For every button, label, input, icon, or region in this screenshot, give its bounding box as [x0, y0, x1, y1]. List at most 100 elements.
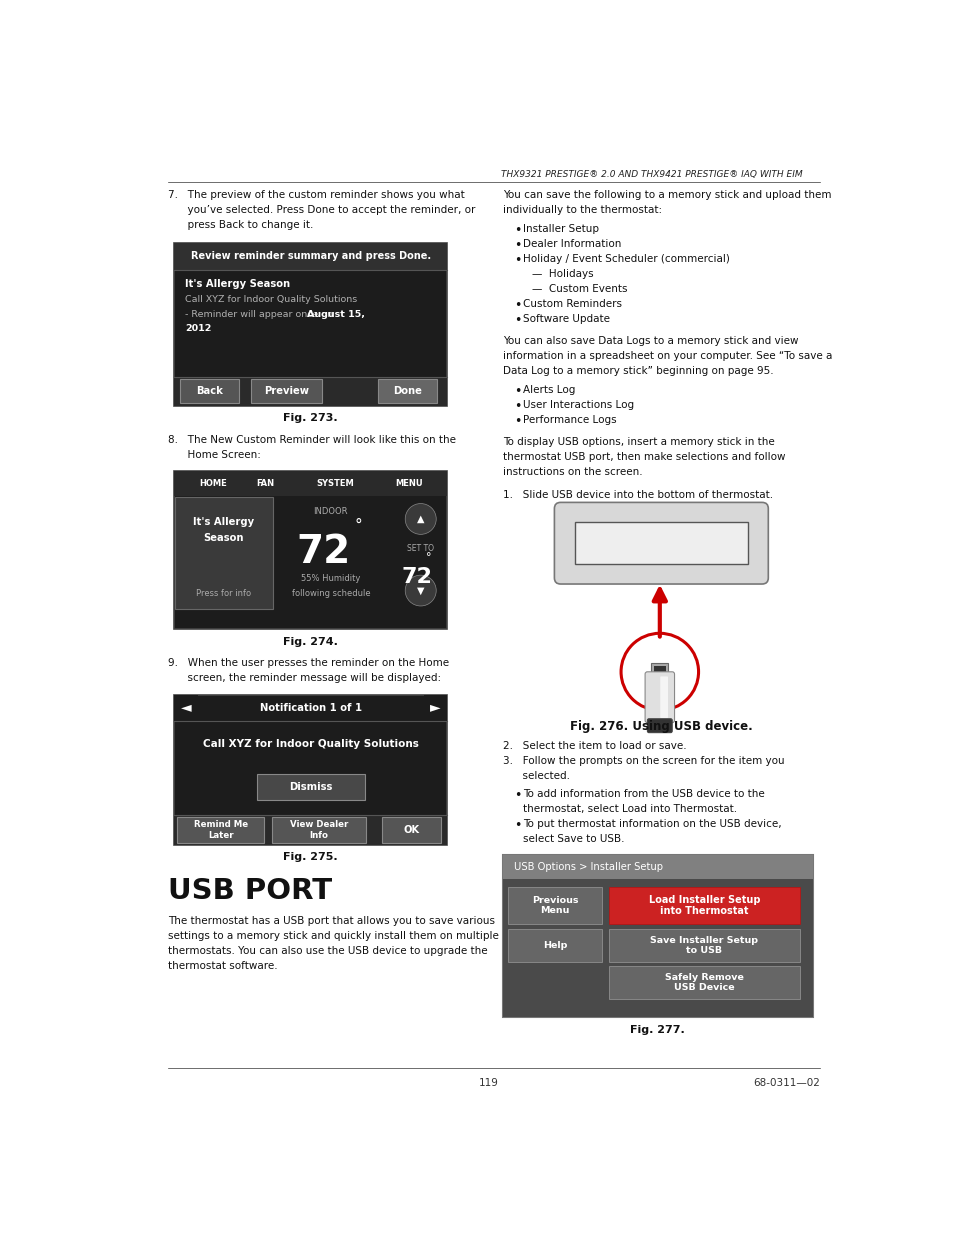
- FancyBboxPatch shape: [608, 887, 799, 924]
- Text: View Dealer
Info: View Dealer Info: [290, 820, 348, 840]
- FancyBboxPatch shape: [174, 472, 447, 496]
- Text: To put thermostat information on the USB device,: To put thermostat information on the USB…: [522, 819, 781, 829]
- Text: Season: Season: [203, 532, 244, 543]
- Text: USB PORT: USB PORT: [168, 877, 332, 905]
- FancyBboxPatch shape: [423, 694, 447, 721]
- Text: thermostat USB port, then make selections and follow: thermostat USB port, then make selection…: [502, 452, 784, 462]
- Text: Call XYZ for Indoor Quality Solutions: Call XYZ for Indoor Quality Solutions: [203, 740, 418, 750]
- Text: press Back to change it.: press Back to change it.: [168, 220, 314, 230]
- Text: 2.   Select the item to load or save.: 2. Select the item to load or save.: [502, 741, 686, 751]
- Text: To add information from the USB device to the: To add information from the USB device t…: [522, 789, 764, 799]
- Text: HOME: HOME: [199, 479, 227, 488]
- Text: individually to the thermostat:: individually to the thermostat:: [502, 205, 661, 215]
- Text: Done: Done: [393, 387, 421, 396]
- FancyBboxPatch shape: [174, 472, 447, 629]
- Text: .: .: [208, 324, 212, 333]
- FancyBboxPatch shape: [608, 966, 799, 999]
- Text: User Interactions Log: User Interactions Log: [522, 400, 634, 410]
- Text: Home Screen:: Home Screen:: [168, 450, 261, 461]
- Text: You can save the following to a memory stick and upload them: You can save the following to a memory s…: [502, 190, 830, 200]
- Text: Holiday / Event Scheduler (commercial): Holiday / Event Scheduler (commercial): [522, 253, 729, 264]
- Text: SET TO: SET TO: [407, 543, 434, 552]
- Text: Call XYZ for Indoor Quality Solutions: Call XYZ for Indoor Quality Solutions: [185, 295, 357, 304]
- Text: Custom Reminders: Custom Reminders: [522, 299, 621, 309]
- Text: Dismiss: Dismiss: [289, 782, 332, 792]
- Text: - Reminder will appear once on: - Reminder will appear once on: [185, 310, 335, 319]
- Text: Fig. 273.: Fig. 273.: [283, 414, 337, 424]
- Text: OK: OK: [403, 825, 419, 835]
- Text: SYSTEM: SYSTEM: [316, 479, 354, 488]
- Text: 9.   When the user presses the reminder on the Home: 9. When the user presses the reminder on…: [168, 658, 449, 668]
- Text: Remind Me
Later: Remind Me Later: [193, 820, 248, 840]
- FancyBboxPatch shape: [177, 816, 264, 844]
- Text: The thermostat has a USB port that allows you to save various: The thermostat has a USB port that allow…: [168, 915, 495, 925]
- Text: you’ve selected. Press Done to accept the reminder, or: you’ve selected. Press Done to accept th…: [168, 205, 475, 215]
- Text: 7.   The preview of the custom reminder shows you what: 7. The preview of the custom reminder sh…: [168, 190, 464, 200]
- Text: selected.: selected.: [502, 771, 569, 781]
- Text: •: •: [513, 224, 520, 237]
- Text: Press for info: Press for info: [196, 589, 252, 598]
- Text: THX9321 PRESTIGE® 2.0 AND THX9421 PRESTIGE® IAQ WITH EIM: THX9321 PRESTIGE® 2.0 AND THX9421 PRESTI…: [500, 169, 801, 179]
- Text: •: •: [513, 314, 520, 327]
- Text: •: •: [513, 789, 520, 803]
- Text: 2012: 2012: [185, 324, 212, 333]
- FancyBboxPatch shape: [502, 878, 812, 1018]
- Text: •: •: [513, 819, 520, 832]
- Text: FAN: FAN: [256, 479, 274, 488]
- Text: ▲: ▲: [416, 514, 424, 524]
- FancyBboxPatch shape: [508, 887, 601, 924]
- FancyBboxPatch shape: [377, 379, 436, 404]
- Text: •: •: [513, 253, 520, 267]
- Text: 1.   Slide USB device into the bottom of thermostat.: 1. Slide USB device into the bottom of t…: [502, 490, 772, 500]
- Text: 8.   The New Custom Reminder will look like this on the: 8. The New Custom Reminder will look lik…: [168, 435, 456, 445]
- Text: ◄: ◄: [180, 700, 191, 715]
- Text: Safely Remove
USB Device: Safely Remove USB Device: [664, 973, 743, 992]
- Text: —  Holidays: — Holidays: [532, 269, 594, 279]
- Text: Previous
Menu: Previous Menu: [532, 895, 578, 915]
- Text: •: •: [513, 384, 520, 398]
- Text: It's Allergy: It's Allergy: [193, 517, 254, 527]
- Text: Preview: Preview: [264, 387, 309, 396]
- Text: Fig. 275.: Fig. 275.: [283, 852, 337, 862]
- Text: Data Log to a memory stick” beginning on page 95.: Data Log to a memory stick” beginning on…: [502, 367, 773, 377]
- Text: Fig. 276. Using USB device.: Fig. 276. Using USB device.: [569, 720, 752, 732]
- Text: 72: 72: [401, 567, 432, 587]
- FancyBboxPatch shape: [272, 816, 366, 844]
- FancyBboxPatch shape: [651, 663, 668, 674]
- FancyBboxPatch shape: [508, 929, 601, 962]
- Text: Fig. 274.: Fig. 274.: [283, 637, 337, 647]
- Circle shape: [405, 576, 436, 606]
- FancyBboxPatch shape: [502, 856, 812, 1018]
- FancyBboxPatch shape: [608, 929, 799, 962]
- FancyBboxPatch shape: [659, 677, 667, 718]
- Text: information in a spreadsheet on your computer. See “To save a: information in a spreadsheet on your com…: [502, 352, 831, 362]
- Text: INDOOR: INDOOR: [314, 506, 348, 516]
- Text: Save Installer Setup
to USB: Save Installer Setup to USB: [650, 936, 758, 955]
- Text: To display USB options, insert a memory stick in the: To display USB options, insert a memory …: [502, 437, 774, 447]
- FancyBboxPatch shape: [554, 503, 767, 584]
- FancyBboxPatch shape: [251, 379, 322, 404]
- FancyBboxPatch shape: [381, 816, 440, 844]
- Text: 119: 119: [478, 1078, 498, 1088]
- Circle shape: [405, 504, 436, 535]
- Text: Review reminder summary and press Done.: Review reminder summary and press Done.: [191, 252, 431, 262]
- Text: 3.   Follow the prompts on the screen for the item you: 3. Follow the prompts on the screen for …: [502, 756, 783, 766]
- Text: Notification 1 of 1: Notification 1 of 1: [259, 703, 361, 713]
- Text: It's Allergy Season: It's Allergy Season: [185, 279, 290, 289]
- FancyBboxPatch shape: [574, 522, 747, 564]
- Text: •: •: [513, 415, 520, 427]
- Text: ►: ►: [430, 700, 440, 715]
- FancyBboxPatch shape: [174, 694, 197, 721]
- Text: Back: Back: [196, 387, 223, 396]
- Text: •: •: [513, 299, 520, 311]
- Text: select Save to USB.: select Save to USB.: [522, 835, 624, 845]
- Text: °: °: [425, 552, 431, 562]
- Text: thermostats. You can also use the USB device to upgrade the: thermostats. You can also use the USB de…: [168, 946, 487, 956]
- Text: Alerts Log: Alerts Log: [522, 384, 575, 395]
- Text: MENU: MENU: [395, 479, 422, 488]
- Text: Help: Help: [542, 941, 567, 950]
- Text: Performance Logs: Performance Logs: [522, 415, 616, 425]
- FancyBboxPatch shape: [180, 379, 239, 404]
- FancyBboxPatch shape: [174, 242, 447, 406]
- Text: thermostat software.: thermostat software.: [168, 961, 277, 971]
